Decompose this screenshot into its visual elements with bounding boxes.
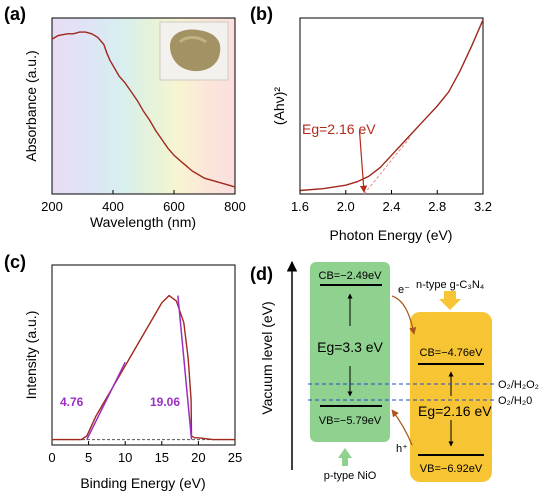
panel-label-b: (b) [250, 4, 273, 24]
gcn-bandgap-label: Eg=2.16 eV [418, 403, 492, 419]
sample-photo-inset [159, 21, 229, 81]
x-tick-label: 200 [41, 199, 63, 214]
redox-label-h2o2: O₂/H₂O₂ [498, 379, 539, 391]
absorbance-curve [51, 31, 236, 188]
fit-line [177, 295, 193, 440]
x-tick-label: 1.6 [291, 199, 309, 214]
vacuum-axis-label: Vacuum level (eV) [259, 301, 275, 414]
tangent-line [363, 137, 411, 195]
panel-b: Eg=2.16 eV 1.6 2.0 2.4 2.8 3.2 (b) Photon En… [250, 4, 492, 243]
x-tick-label: 0 [48, 450, 55, 465]
electron-transfer-arrow [391, 295, 417, 335]
x-ticks-b: 1.6 2.0 2.4 2.8 3.2 [291, 190, 492, 214]
x-tick-label: 10 [118, 450, 132, 465]
sample-highlight [178, 36, 207, 44]
y-axis-label-a: Absorbance (a.u.) [23, 50, 39, 161]
x-tick-label: 3.2 [474, 199, 492, 214]
nio-arrow-up-icon [338, 448, 352, 466]
nio-vb-label: VB=−5.79eV [319, 415, 382, 427]
x-tick-label: 2.8 [428, 199, 446, 214]
electron-label: e⁻ [398, 284, 410, 296]
gcn-cb-label: CB=−4.76eV [420, 347, 484, 359]
panel-a: 200 400 600 800 (a) Wavelength (nm) Absorba… [4, 4, 246, 230]
gcn-type-label: n-type g-C₃N₄ [416, 279, 485, 291]
gcn-arrow-down-icon [439, 291, 461, 310]
cutoff-label-high: 19.06 [150, 395, 180, 409]
x-tick-label: 25 [228, 450, 242, 465]
x-ticks-c: 0 5 10 15 20 25 [48, 441, 242, 465]
x-tick-label: 15 [155, 450, 169, 465]
tauc-curve [299, 19, 484, 192]
panel-label-a: (a) [4, 4, 26, 24]
ups-curve [52, 294, 235, 441]
eg-arrow [358, 130, 368, 193]
x-tick-label: 20 [191, 450, 205, 465]
gcn-block [410, 312, 492, 482]
x-tick-label: 600 [163, 199, 185, 214]
panel-label-d: (d) [250, 264, 273, 284]
nio-cb-label: CB=−2.49eV [319, 270, 383, 282]
plot-frame-b [299, 17, 484, 195]
x-axis-label-c: Binding Energy (eV) [80, 475, 205, 491]
hole-transfer-arrow [391, 409, 413, 446]
gcn-vb-label: VB=−6.92eV [420, 463, 483, 475]
panel-c: 4.76 19.06 0 5 10 15 20 25 (c) Binding Energy… [4, 252, 242, 491]
x-tick-label: 800 [224, 199, 246, 214]
x-axis-label-a: Wavelength (nm) [90, 214, 196, 230]
onset-label-low: 4.76 [60, 395, 84, 409]
redox-label-h2o: O₂/H₂0 [498, 395, 532, 407]
nio-block [310, 262, 390, 442]
fit-line [86, 361, 126, 440]
plot-frame-a [51, 17, 236, 195]
bandgap-annotation-b: Eg=2.16 eV [302, 121, 376, 137]
x-tick-label: 2.4 [382, 199, 400, 214]
y-axis-label-c: Intensity (a.u.) [23, 311, 39, 400]
panel-label-c: (c) [4, 252, 26, 272]
x-tick-label: 400 [102, 199, 124, 214]
nio-type-label: p-type NiO [324, 470, 377, 482]
hole-label: h⁺ [396, 443, 408, 455]
x-tick-label: 5 [85, 450, 92, 465]
plot-frame-c [51, 264, 236, 446]
nio-bandgap-label: Eg=3.3 eV [317, 339, 383, 355]
x-axis-label-b: Photon Energy (eV) [330, 227, 453, 243]
panel-d: (d) Vacuum level (eV) CB=−2.49eV VB=−5.7… [250, 260, 539, 482]
onset-fit-lines [86, 295, 193, 440]
x-ticks-a: 200 400 600 800 [41, 190, 246, 214]
y-axis-label-b: (Ahν)² [271, 87, 287, 125]
x-tick-label: 2.0 [337, 199, 355, 214]
